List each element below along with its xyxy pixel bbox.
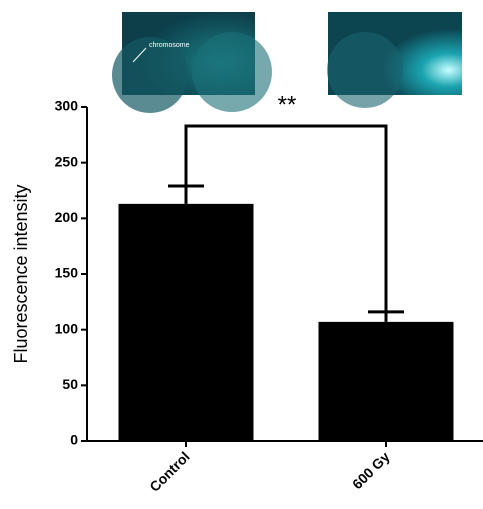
y-tick-label: 50	[62, 376, 78, 392]
significance-label: **	[278, 91, 297, 118]
y-tick-label: 100	[55, 320, 79, 336]
y-tick-label: 300	[55, 98, 79, 114]
y-tick-label: 0	[70, 432, 78, 448]
bar	[119, 204, 254, 441]
y-tick-label: 150	[55, 265, 79, 281]
micrograph-1: chromosome	[112, 12, 272, 113]
y-tick-label: 250	[55, 153, 79, 169]
x-tick-label: 600 Gy	[349, 448, 393, 492]
page: {"chart_data": {"type": "bar", "y_label"…	[0, 0, 483, 509]
bar	[319, 322, 454, 441]
y-axis-title: Fluorescence intensity	[11, 184, 31, 363]
error-bar	[368, 312, 404, 322]
chart: chromosome ** Fluorescence intensity 0 50…	[0, 0, 483, 509]
micrograph-2	[327, 12, 462, 108]
x-tick-label: Control	[146, 448, 193, 495]
image-label: chromosome	[149, 42, 190, 49]
y-tick-label: 200	[55, 209, 79, 225]
error-bar	[168, 186, 204, 204]
